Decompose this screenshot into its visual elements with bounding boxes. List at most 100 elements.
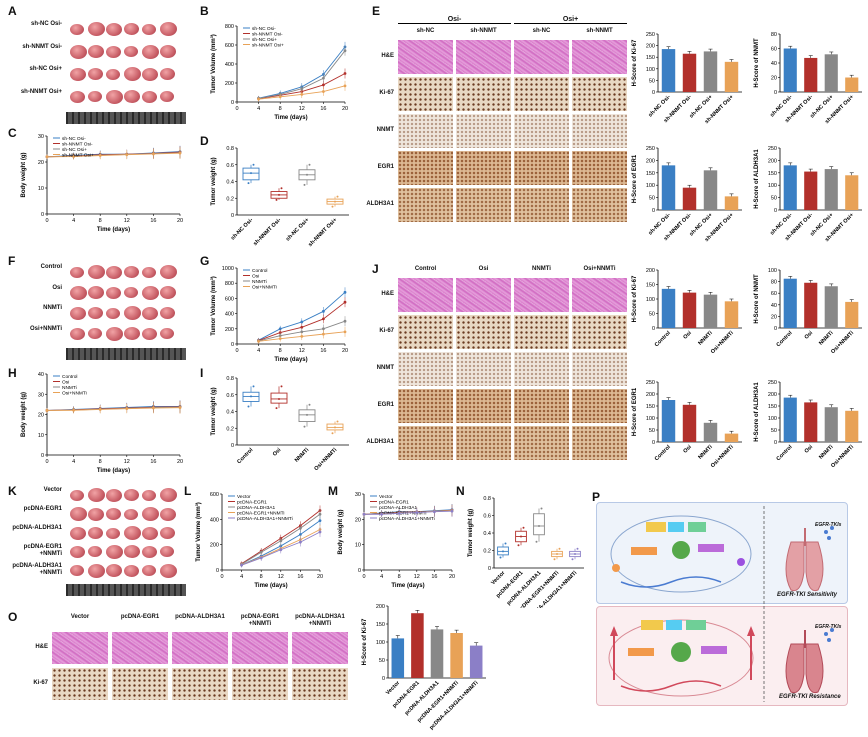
x-tick-label: 12 (124, 218, 130, 224)
tumor-specimen (160, 286, 176, 300)
legend-label: Osi+NNMTi (62, 390, 87, 396)
y-tick-label: 0.2 (226, 196, 234, 202)
ihc-image (172, 632, 228, 664)
legend-label: sh-NNMT Osi- (62, 141, 93, 147)
y-tick-label: 0.6 (226, 163, 234, 169)
data-point (278, 397, 280, 400)
row-label: Vector (43, 487, 62, 494)
data-point (343, 290, 347, 294)
ihc-image (292, 632, 348, 664)
x-tick-label: 8 (398, 574, 401, 580)
y-tick-label: 0.6 (483, 514, 491, 520)
data-point (336, 420, 339, 423)
y-axis-label: Body weight (g) (21, 153, 27, 198)
chart-hscore-nnmt-j: 0 20 40 60 80 100 H-Score of NNMT Control Osi NNM… (754, 268, 862, 355)
y-axis-label: H-Score of ALDH3A1 (754, 149, 760, 209)
tumor-specimen (124, 306, 141, 321)
tumor-specimen (124, 508, 138, 520)
category-label: Control (654, 444, 672, 462)
bar (804, 282, 818, 328)
y-tick-label: 0 (774, 440, 777, 446)
bar (682, 53, 697, 92)
y-axis-label: Tumor weight (g) (211, 157, 217, 205)
tumor-specimen (88, 546, 102, 558)
tumor-specimen (106, 265, 122, 279)
data-point (280, 187, 283, 190)
x-tick-label: 0 (45, 218, 48, 224)
bar (804, 171, 818, 210)
tumor-specimen (106, 307, 120, 319)
data-point (433, 510, 436, 514)
ihc-row-label: Ki-67 (379, 328, 394, 334)
tumor-specimen (70, 327, 85, 340)
y-axis-label: H-Score of Ki-67 (362, 618, 368, 665)
tumor-specimen (124, 266, 139, 279)
tumor-specimen (142, 507, 159, 522)
bar (724, 196, 739, 210)
data-point (362, 512, 366, 516)
y-tick-label: 150 (376, 622, 385, 628)
ihc-image (172, 668, 228, 700)
y-tick-label: 0 (652, 208, 655, 214)
category-label: sh-NC Osi- (230, 217, 254, 241)
legend-label: sh-NC Osi- (252, 26, 276, 32)
ihc-image (52, 668, 108, 700)
y-tick-label: 40 (771, 303, 777, 309)
y-tick-label: 250 (646, 32, 655, 38)
y-tick-label: 60 (771, 291, 777, 297)
bar (724, 301, 739, 328)
data-point (247, 182, 250, 185)
x-axis-label: Time (days) (97, 468, 130, 474)
tumor-specimen (106, 508, 121, 521)
bar (824, 169, 838, 210)
ihc-image (514, 151, 569, 185)
bar (391, 638, 405, 678)
y-tick-label: 200 (768, 392, 777, 398)
data-point (300, 335, 304, 338)
data-point (278, 95, 282, 99)
legend-label: pcDNA-EGR1+NNMTi (237, 510, 284, 516)
data-point (257, 339, 260, 343)
y-tick-label: 50 (379, 658, 385, 664)
data-point (380, 512, 383, 516)
tumor-specimen (70, 285, 87, 300)
legend-label: sh-NC Osi- (62, 136, 86, 142)
category-label: Osi (272, 447, 283, 458)
legend-label: pcDNA-ALDH3A1 (237, 505, 275, 511)
ihc-image (456, 40, 511, 74)
y-axis-label: Body weight (g) (338, 510, 344, 555)
chart-hscore-ki67-o: 0 50 100 150 200 H-Score of Ki-67 VectorpcDNA-… (362, 604, 486, 731)
panel-label-d: D (200, 134, 209, 148)
tumor-specimen (160, 68, 175, 81)
data-point (300, 87, 304, 91)
y-tick-label: 30 (355, 492, 361, 498)
ihc-image (456, 278, 511, 312)
data-point (98, 154, 102, 157)
ihc-image (572, 114, 627, 148)
x-tick-label: 8 (99, 459, 102, 465)
y-tick-label: 0.6 (226, 393, 234, 399)
tumor-specimen (142, 266, 156, 278)
y-tick-label: 20 (38, 413, 44, 419)
y-tick-label: 200 (646, 158, 655, 164)
data-point (343, 300, 347, 304)
ihc-column-label: Osi+NNMTi (583, 266, 616, 272)
category-label: Osi+NNMTi (313, 447, 338, 472)
data-point (306, 173, 308, 176)
tumor-specimen (70, 489, 84, 501)
schematic-tki-label-top: EGFR-TKIs (815, 522, 842, 528)
y-tick-label: 0 (488, 566, 491, 572)
data-point (553, 558, 556, 561)
data-point (308, 163, 311, 166)
bar (824, 54, 838, 92)
ihc-image (398, 40, 453, 74)
y-tick-label: 0 (231, 342, 234, 348)
legend-label: pcDNA-EGR1 (237, 499, 267, 505)
category-label: Control (776, 330, 794, 348)
ihc-column-label: pcDNA-EGR1 (120, 614, 160, 620)
data-point (45, 155, 49, 159)
ihc-column-label: Control (414, 266, 437, 272)
tumor-specimen (106, 89, 123, 104)
data-point (303, 183, 306, 186)
y-axis-label: Body weight (g) (21, 392, 27, 437)
